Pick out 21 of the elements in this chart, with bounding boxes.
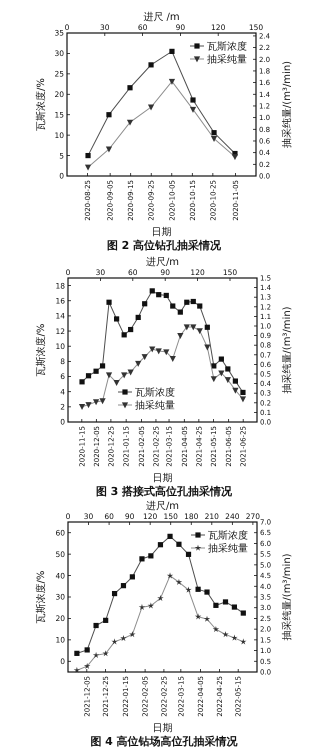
y2-axis-title: 抽采纯量/(m³/min) [281,60,293,148]
text: 图 4 高位钻场高位孔抽采情况 [90,735,239,748]
x-axis-title: 进尺/m [146,256,180,268]
x2-axis-title: 日期 [152,226,172,238]
legend-label: 瓦斯浓度 [207,40,247,53]
x-axis-title: 进尺/m [146,500,180,512]
text: 图 2 高位钻孔抽采情况 [106,239,222,252]
y-axis-title: 瓦斯浓度/% [35,324,47,376]
text: 图 3 搭接式高位孔抽采情况 [96,485,234,498]
x2-axis-title: 日期 [152,722,172,734]
legend-label: 抽采纯量 [135,400,175,412]
legend-label: 抽采纯量 [207,54,247,66]
y2-axis-title: 抽采纯量/(m³/min) [281,553,293,641]
x-axis-title: 进尺 /m [143,11,180,23]
y-axis-title: 瓦斯浓度/% [35,78,47,131]
legend-label: 瓦斯浓度 [135,386,175,399]
legend-label: 抽采纯量 [208,542,248,555]
y-axis-title: 瓦斯浓度/% [35,570,47,624]
x2-axis-title: 日期 [152,472,172,484]
legend-label: 瓦斯浓度 [208,530,248,542]
y2-axis-title: 抽采纯量/(m³/min) [281,306,293,394]
